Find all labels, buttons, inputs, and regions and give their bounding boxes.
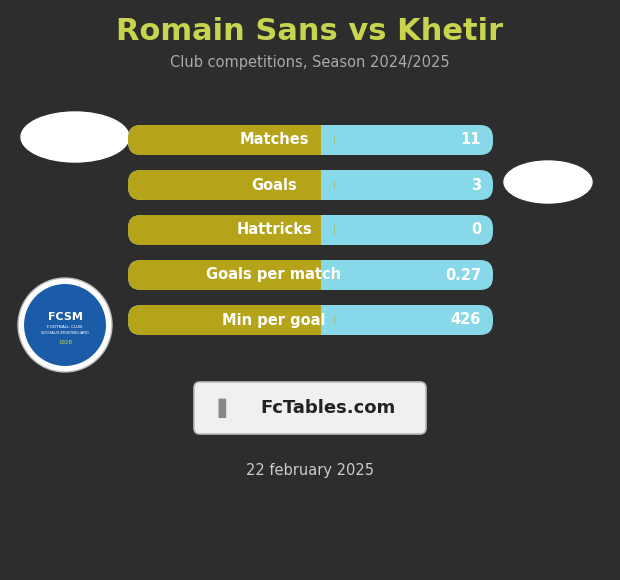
FancyBboxPatch shape <box>128 170 334 200</box>
Text: FcTables.com: FcTables.com <box>260 399 396 417</box>
Text: FOOTBALL CLUB: FOOTBALL CLUB <box>47 325 82 329</box>
FancyBboxPatch shape <box>128 305 493 335</box>
FancyBboxPatch shape <box>128 215 493 245</box>
Text: Club competitions, Season 2024/2025: Club competitions, Season 2024/2025 <box>170 55 450 70</box>
Bar <box>321 125 334 155</box>
Text: 3: 3 <box>471 177 481 193</box>
Text: 11: 11 <box>461 132 481 147</box>
Text: ▐: ▐ <box>211 398 226 418</box>
Text: Hattricks: Hattricks <box>236 223 312 237</box>
Circle shape <box>18 278 112 372</box>
Ellipse shape <box>21 112 129 162</box>
Bar <box>321 170 334 200</box>
Text: Romain Sans vs Khetir: Romain Sans vs Khetir <box>117 17 503 46</box>
Text: 426: 426 <box>451 313 481 328</box>
Text: Goals per match: Goals per match <box>206 267 342 282</box>
Text: 22 february 2025: 22 february 2025 <box>246 462 374 477</box>
Bar <box>321 305 334 335</box>
Text: FCSM: FCSM <box>48 312 82 322</box>
Bar <box>321 215 334 245</box>
Text: 0.27: 0.27 <box>445 267 481 282</box>
Text: SOCHAUX-MONTBELIARD: SOCHAUX-MONTBELIARD <box>40 331 89 335</box>
FancyBboxPatch shape <box>128 125 334 155</box>
FancyBboxPatch shape <box>128 125 493 155</box>
Text: Min per goal: Min per goal <box>222 313 326 328</box>
FancyBboxPatch shape <box>128 170 493 200</box>
FancyBboxPatch shape <box>128 260 493 290</box>
Bar <box>321 260 334 290</box>
FancyBboxPatch shape <box>128 305 334 335</box>
FancyBboxPatch shape <box>128 215 334 245</box>
FancyBboxPatch shape <box>194 382 426 434</box>
Circle shape <box>23 283 107 367</box>
Text: 1928: 1928 <box>58 340 72 346</box>
Text: Goals: Goals <box>251 177 297 193</box>
Ellipse shape <box>504 161 592 203</box>
Text: 0: 0 <box>471 223 481 237</box>
FancyBboxPatch shape <box>128 260 334 290</box>
Text: Matches: Matches <box>239 132 309 147</box>
